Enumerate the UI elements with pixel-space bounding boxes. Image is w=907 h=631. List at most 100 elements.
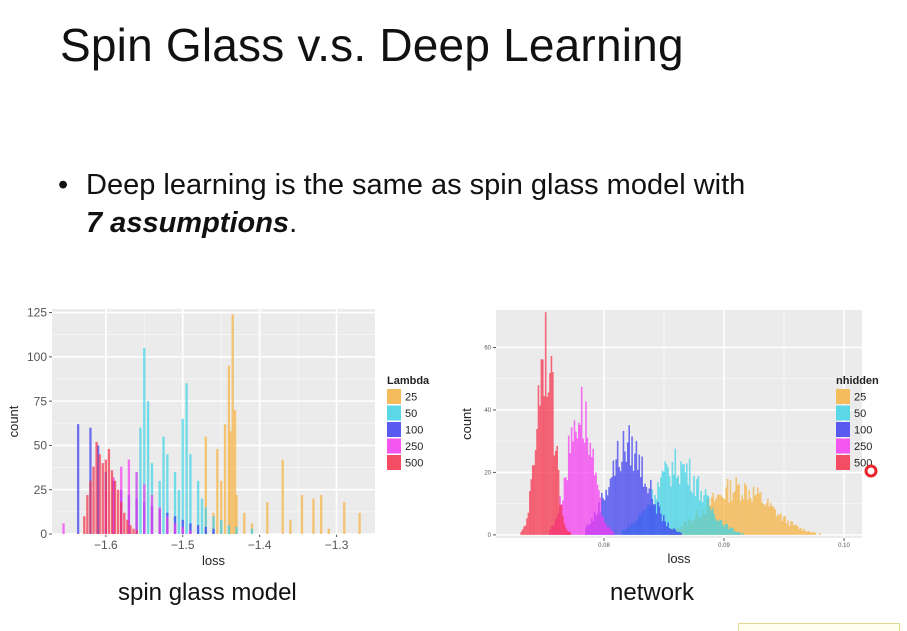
histogram-bar xyxy=(220,519,223,534)
histogram-bar xyxy=(787,520,789,535)
histogram-bar xyxy=(166,516,169,534)
histogram-bar xyxy=(580,386,583,535)
histogram-bar xyxy=(621,461,623,535)
histogram-bar xyxy=(544,312,547,535)
histogram-bar xyxy=(609,528,612,535)
histogram-bar xyxy=(674,529,677,535)
histogram-bar xyxy=(785,523,788,535)
histogram-bar xyxy=(101,463,104,534)
histogram-bar xyxy=(537,385,540,535)
histogram-bar xyxy=(696,479,698,535)
histogram-bar xyxy=(83,516,86,534)
legend-label: 250 xyxy=(405,441,423,453)
histogram-bar xyxy=(567,435,570,535)
histogram-bar xyxy=(641,456,643,535)
legend-swatch xyxy=(836,405,850,421)
histogram-bar xyxy=(657,502,659,535)
histogram-bar xyxy=(742,499,745,535)
histogram-bar xyxy=(693,475,695,535)
histogram-bar xyxy=(775,516,778,535)
histogram-bar xyxy=(667,522,669,535)
histogram-bar xyxy=(113,480,117,534)
histogram-bar xyxy=(612,460,615,535)
histogram-bar xyxy=(645,487,648,535)
histogram-bar xyxy=(585,401,587,535)
histogram-bar xyxy=(803,528,805,535)
histogram-bar xyxy=(196,480,200,534)
histogram-bar xyxy=(250,528,254,534)
histogram-bar xyxy=(135,530,138,534)
histogram-bar xyxy=(652,504,655,535)
histogram-bar xyxy=(576,438,579,535)
histogram-bar xyxy=(665,464,668,535)
histogram-bar xyxy=(701,502,704,535)
histogram-bar xyxy=(626,442,629,535)
histogram-bar xyxy=(612,532,615,535)
legend-label: 50 xyxy=(854,408,866,420)
histogram-bar xyxy=(647,493,649,535)
histogram-bar xyxy=(177,489,181,534)
histogram-bar xyxy=(761,502,763,535)
histogram-bar xyxy=(76,424,80,534)
histogram-bar xyxy=(563,523,566,535)
histogram-bar xyxy=(231,314,234,534)
legend-swatch xyxy=(387,455,401,470)
histogram-bar xyxy=(120,502,123,534)
bullet-period: . xyxy=(289,207,298,239)
histogram-bar xyxy=(664,461,666,535)
histogram-bar xyxy=(782,516,785,535)
histogram-bar xyxy=(729,480,732,535)
histogram-bar xyxy=(739,500,742,535)
histogram-bar xyxy=(572,441,574,535)
histogram-bar xyxy=(707,495,710,535)
histogram-bar xyxy=(212,528,215,534)
histogram-bar xyxy=(767,498,769,535)
histogram-bar xyxy=(212,516,215,534)
y-tick-label: 75 xyxy=(34,394,48,408)
histogram-bar xyxy=(126,519,129,534)
histogram-bar xyxy=(748,490,750,535)
histogram-bar xyxy=(601,493,603,535)
histogram-bar xyxy=(719,519,721,535)
histogram-bar xyxy=(660,477,662,535)
chart-spin-glass-histogram: −1.6 −1.5 −1.4 −1.3 0 25 50 75 100 125 loss count La… xyxy=(6,306,430,568)
histogram-bar xyxy=(765,503,768,535)
histogram-bar xyxy=(86,495,89,534)
histogram-bar xyxy=(751,501,753,535)
histogram-bar xyxy=(622,430,625,535)
x-tick-label: 0.09 xyxy=(718,543,730,549)
histogram-bar xyxy=(563,477,566,535)
histogram-bar xyxy=(599,497,602,535)
histogram-bar xyxy=(687,484,690,535)
histogram-bar xyxy=(526,518,528,535)
histogram-bar xyxy=(654,504,656,535)
histogram-bar xyxy=(678,484,681,535)
histogram-bar xyxy=(784,516,786,535)
histogram-bar xyxy=(804,531,807,535)
histogram-bar xyxy=(566,480,569,535)
histogram-bar xyxy=(605,489,607,535)
histogram-bar xyxy=(724,523,727,535)
histogram-bar xyxy=(725,487,727,535)
histogram-bar xyxy=(553,455,556,535)
histogram-bar xyxy=(565,477,567,535)
histogram-bar xyxy=(755,494,758,535)
histogram-bar xyxy=(559,505,561,535)
y-tick-label: 40 xyxy=(484,408,491,414)
histogram-bar xyxy=(592,448,594,535)
histogram-bar xyxy=(289,519,292,534)
histogram-bar xyxy=(723,499,726,535)
histogram-bar xyxy=(777,514,779,535)
bars-group xyxy=(520,312,821,535)
histogram-bar xyxy=(651,498,654,535)
histogram-bar xyxy=(116,489,120,534)
histogram-bar xyxy=(96,445,100,534)
histogram-bar xyxy=(774,509,776,535)
histogram-bar xyxy=(566,530,569,535)
histogram-bar xyxy=(680,532,682,535)
histogram-bar xyxy=(768,506,771,535)
histogram-bar xyxy=(754,495,756,535)
histogram-bar xyxy=(531,465,534,535)
histogram-bar xyxy=(567,531,570,535)
histogram-bar xyxy=(358,512,361,534)
